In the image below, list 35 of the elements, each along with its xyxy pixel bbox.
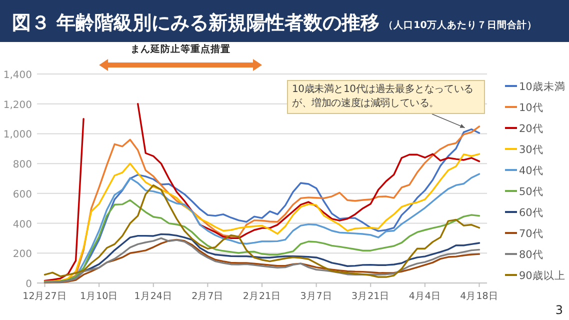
legend-label: 40代	[519, 165, 544, 177]
x-tick-label: 1月24日	[134, 291, 172, 302]
x-tick-label: 1月10日	[80, 291, 118, 302]
x-tick-label: 2月7日	[192, 291, 224, 302]
text: 3	[555, 303, 563, 317]
x-tick-label: 4月4日	[408, 291, 441, 302]
chart-subtitle: （人口10万人あたり７日間合計）	[384, 19, 537, 31]
y-tick-label: 1,400	[3, 70, 32, 81]
y-tick-label: 400	[12, 219, 32, 230]
y-tick-label: 200	[12, 249, 32, 260]
legend-label: 60代	[519, 207, 544, 219]
legend-label: 30代	[519, 144, 544, 156]
annotation: 10歳未満と10代は過去最多となっているが、増加の速度は減弱している。	[287, 80, 485, 114]
x-tick-label: 12月27日	[22, 291, 67, 302]
legend-label: 70代	[519, 228, 544, 240]
x-tick-label: 3月21日	[352, 291, 390, 302]
x-tick-label: 4月18日	[460, 291, 498, 302]
chart-title: 図３ 年齢階級別にみる新規陽性者数の推移	[12, 12, 380, 34]
legend-label: 20代	[519, 123, 544, 135]
x-tick-label: 3月7日	[300, 291, 332, 302]
y-tick-label: 600	[12, 189, 32, 200]
x-tick-label: 2月21日	[242, 291, 282, 302]
y-tick-label: 1,200	[3, 100, 32, 111]
text: まん延防止等重点措置	[130, 43, 231, 55]
legend-label: 80代	[519, 249, 544, 261]
y-tick-label: 1,000	[3, 130, 32, 141]
legend-label: 10歳未満	[519, 80, 566, 93]
legend-label: 50代	[519, 186, 544, 198]
y-tick-label: 800	[12, 160, 32, 171]
line-series	[44, 199, 480, 283]
legend-label: 90歳以上	[519, 269, 566, 282]
y-tick-label: 0	[26, 279, 32, 290]
legend-label: 10代	[519, 102, 544, 114]
line-series	[44, 184, 480, 278]
line-series	[44, 153, 480, 282]
